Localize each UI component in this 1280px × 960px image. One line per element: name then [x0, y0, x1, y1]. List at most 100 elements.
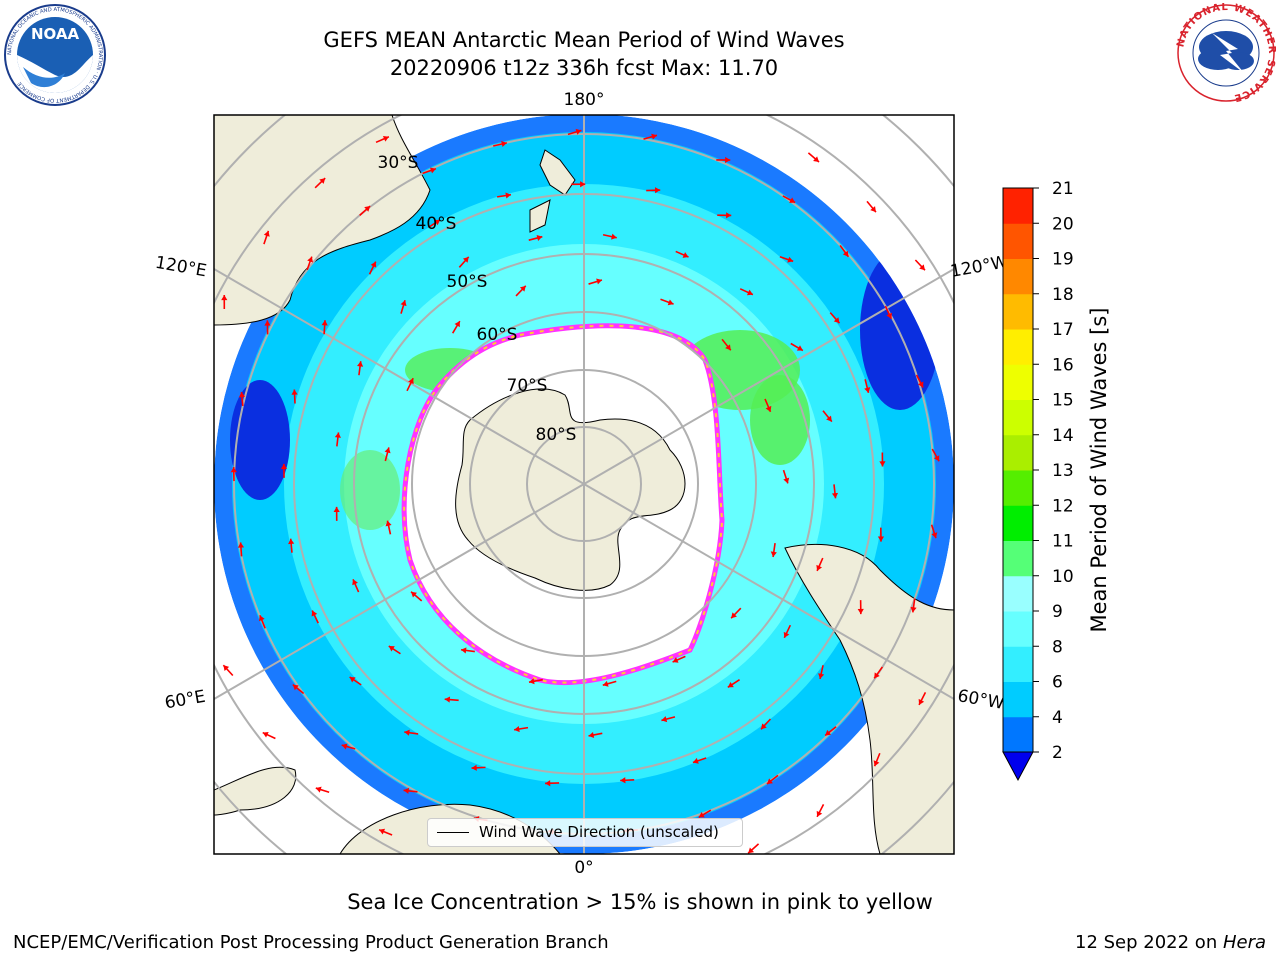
madagascar-land [214, 766, 297, 816]
wave-direction-arrowhead [444, 696, 451, 703]
wave-direction-arrowhead [429, 167, 436, 174]
footer-machine: Hera [1222, 932, 1266, 953]
wave-direction-arrowhead [910, 606, 917, 613]
wave-direction-arrowhead [307, 256, 314, 263]
colorbar-tick-label: 2 [1052, 743, 1063, 763]
wave-direction-arrowhead [746, 289, 753, 296]
colorbar-band [1003, 611, 1033, 647]
colorbar-band [1003, 188, 1033, 224]
wave-direction-arrowhead [280, 463, 288, 470]
colorbar-band [1003, 329, 1033, 365]
wave-direction-arrowhead [588, 731, 595, 739]
wave-direction-arrowhead [789, 197, 796, 203]
wave-direction-arrowhead [727, 681, 734, 688]
colorbar-under-triangle [1002, 751, 1034, 782]
wave-direction-arrowhead [783, 631, 790, 638]
wave-direction-arrowhead [385, 520, 392, 527]
colorbar-band [1003, 575, 1033, 612]
wave-direction-arrowhead [667, 299, 674, 306]
noaa-logo: NATIONAL OCEANIC AND ATMOSPHERIC ADMINIS… [4, 4, 106, 106]
footer-date-text: 12 Sep 2022 on [1075, 932, 1223, 953]
wave-direction-arrowhead [766, 778, 773, 784]
field-patch-10-11 [750, 375, 810, 465]
wave-direction-arrowhead [620, 777, 626, 784]
wave-direction-arrowhead [796, 345, 803, 351]
wave-direction-arrowhead [411, 591, 417, 598]
australia-land [214, 115, 431, 326]
colorbar: 2 4 6 8 9 10 11 12 13 14 15 16 17 18 19 20 21 Mean Perio… [1002, 179, 1111, 782]
parallel-label: 80°S [536, 425, 577, 445]
wave-direction-arrowhead [770, 551, 777, 557]
map-legend: Wind Wave Direction (unscaled) [427, 818, 743, 847]
wave-direction-arrowhead [682, 252, 689, 258]
wave-direction-arrowhead [291, 389, 298, 395]
legend-line-sample [437, 832, 469, 833]
wave-direction-arrowhead [262, 731, 269, 738]
wave-direction-arrowhead [536, 234, 543, 241]
wave-direction-arrowhead [731, 612, 737, 619]
wave-direction-arrowhead [919, 264, 925, 271]
colorbar-band [1003, 646, 1033, 682]
wave-direction-arrowhead [382, 135, 389, 142]
wave-direction-arrowhead [334, 432, 341, 438]
colorbar-band [1003, 470, 1033, 506]
wave-direction-arrowhead [761, 723, 767, 730]
parallel-label: 70°S [507, 376, 548, 396]
colorbar-tick-label: 13 [1052, 461, 1074, 481]
sea-ice-edge [403, 324, 724, 684]
wave-direction-arrowhead [357, 361, 364, 367]
colorbar-tick-label: 12 [1052, 496, 1074, 516]
meridian-label: 60°E [163, 687, 207, 714]
wave-direction-arrowhead [364, 206, 371, 212]
wave-direction-arrowhead [238, 391, 246, 398]
colorbar-band [1003, 681, 1033, 718]
wave-direction-arrowhead [349, 677, 356, 683]
colorbar-tick-label: 4 [1052, 708, 1063, 728]
wave-direction-arrowhead [842, 250, 849, 257]
meridian-label: 60°W [956, 686, 1006, 714]
wave-direction-arrowhead [654, 187, 661, 194]
chart-title: GEFS MEAN Antarctic Mean Period of Wind … [323, 28, 845, 52]
wave-direction-arrowhead [460, 647, 467, 654]
meridian-label: 0° [574, 858, 593, 878]
chart-subtitle: 20220906 t12z 336h fcst Max: 11.70 [389, 56, 779, 80]
wave-direction-arrowhead [514, 725, 520, 733]
wave-direction-arrowhead [857, 608, 864, 615]
wave-direction-arrowhead [223, 665, 230, 672]
colorbar-band [1003, 293, 1033, 330]
wave-direction-arrowhead [292, 684, 299, 691]
wave-direction-arrowhead [870, 206, 876, 213]
footer-date: 12 Sep 2022 on Hera [1075, 932, 1266, 953]
wind-wave-arrows [221, 128, 940, 854]
wave-direction-arrowhead [311, 610, 318, 617]
colorbar-tick-label: 17 [1052, 320, 1074, 340]
wave-direction-arrowhead [454, 321, 460, 328]
colorbar-tick-label: 8 [1052, 637, 1063, 657]
colorbar-tick-label: 10 [1052, 567, 1074, 587]
wave-direction-arrowhead [611, 233, 617, 240]
wave-direction-arrowhead [818, 673, 825, 679]
colorbar-tick-label: 15 [1052, 391, 1074, 411]
colorbar-tick-label: 6 [1052, 673, 1063, 693]
wave-direction-arrowhead [864, 387, 871, 393]
wave-direction-arrowhead [783, 477, 790, 484]
meridian-label: 180° [564, 90, 605, 110]
wave-direction-arrowhead [580, 181, 586, 188]
wave-direction-arrowhead [831, 492, 839, 499]
wave-direction-arrowhead [388, 646, 395, 652]
wave-direction-arrowhead [575, 128, 582, 135]
colorbar-band [1003, 364, 1033, 400]
wave-direction-arrowhead [672, 657, 679, 663]
wave-direction-arrowhead [816, 564, 823, 571]
wave-direction-arrowhead [315, 786, 322, 793]
graticule [214, 115, 954, 854]
wave-direction-arrowhead [917, 381, 924, 388]
wave-direction-arrowhead [264, 320, 271, 326]
field-patch-10-11 [340, 450, 400, 530]
wave-direction-arrowhead [263, 230, 270, 237]
legend-label: Wind Wave Direction (unscaled) [479, 823, 719, 841]
wave-direction-arrowhead [725, 156, 731, 164]
wave-direction-arrowhead [221, 295, 228, 301]
parallel-label: 40°S [416, 214, 457, 234]
